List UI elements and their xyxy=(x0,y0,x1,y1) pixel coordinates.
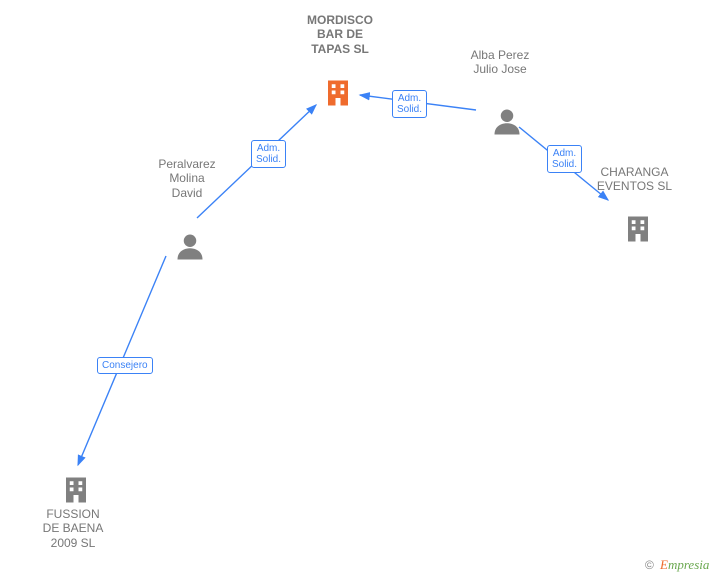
node-label: Alba Perez Julio Jose xyxy=(460,48,540,77)
person-icon xyxy=(492,107,522,142)
node-label: CHARANGA EVENTOS SL xyxy=(587,165,682,194)
watermark: Empresia xyxy=(660,557,709,573)
edge-label: Consejero xyxy=(97,357,153,374)
building-icon xyxy=(623,214,653,249)
node-label: Peralvarez Molina David xyxy=(152,157,222,200)
node-label: FUSSION DE BAENA 2009 SL xyxy=(33,507,113,550)
person-icon xyxy=(175,232,205,267)
edges-layer xyxy=(0,0,728,575)
edge-label: Adm. Solid. xyxy=(392,90,427,118)
copyright-symbol: © xyxy=(645,558,654,572)
edge-label: Adm. Solid. xyxy=(547,145,582,173)
node-label: MORDISCO BAR DE TAPAS SL xyxy=(295,13,385,56)
building-icon xyxy=(61,475,91,510)
edge-label: Adm. Solid. xyxy=(251,140,286,168)
building-icon xyxy=(323,78,353,113)
